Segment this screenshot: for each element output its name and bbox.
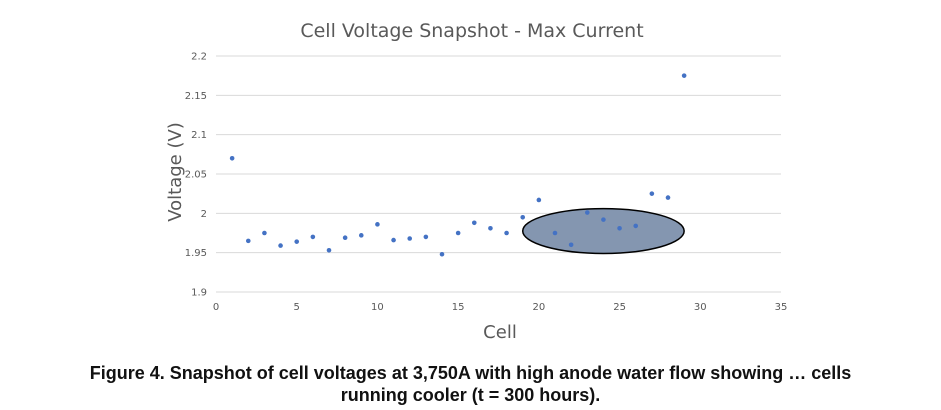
x-tick-label: 30 (694, 302, 707, 313)
x-tick-label: 0 (213, 302, 219, 313)
x-tick-label: 25 (613, 302, 626, 313)
data-point (633, 223, 639, 229)
data-point (504, 230, 509, 236)
x-tick-label: 35 (775, 302, 788, 313)
data-point (229, 155, 235, 161)
data-point (326, 248, 332, 253)
y-tick-label: 2.15 (185, 91, 207, 102)
x-tick-label: 5 (294, 302, 300, 313)
data-point (358, 233, 364, 238)
data-point (342, 235, 348, 241)
data-point (681, 73, 687, 78)
y-axis-title: Voltage (V) (165, 122, 186, 222)
data-point (617, 225, 622, 231)
data-point (455, 230, 461, 236)
scatter-chart: Cell Voltage Snapshot - Max Current 0 5 10… (165, 20, 788, 343)
data-point (310, 234, 316, 240)
data-point (568, 242, 574, 248)
grid-lines (216, 55, 781, 293)
data-point (294, 239, 300, 244)
data-point (488, 225, 493, 231)
x-tick-label: 15 (452, 302, 465, 313)
data-point (245, 238, 251, 244)
x-axis-ticks: 0 5 10 15 20 25 30 35 (213, 302, 788, 313)
data-point (520, 214, 526, 220)
data-point (584, 210, 590, 215)
figure-caption-line-2: running cooler (t = 300 hours). (340, 385, 601, 405)
x-tick-label: 10 (371, 302, 384, 313)
data-point (262, 230, 267, 236)
y-tick-label: 2 (201, 209, 207, 220)
highlight-ellipse-group (521, 207, 685, 255)
data-point (601, 217, 606, 222)
data-points (229, 73, 687, 257)
highlight-ellipse (521, 207, 685, 255)
data-point (278, 243, 283, 248)
data-point (423, 234, 429, 240)
y-axis-ticks: 1.9 1.95 2 2.05 2.1 2.15 2.2 (185, 52, 207, 299)
data-point (391, 237, 396, 243)
data-point (471, 220, 477, 226)
data-point (407, 236, 413, 241)
y-tick-label: 1.9 (191, 288, 207, 299)
data-point (552, 230, 558, 236)
data-point (536, 197, 542, 203)
x-axis-title: Cell (483, 322, 517, 343)
y-tick-label: 2.2 (191, 52, 207, 63)
data-point (665, 195, 671, 200)
x-tick-label: 20 (532, 302, 545, 313)
chart-title: Cell Voltage Snapshot - Max Current (300, 20, 643, 42)
figure-caption-line-1: Figure 4. Snapshot of cell voltages at 3… (89, 363, 852, 383)
y-tick-label: 2.05 (185, 170, 207, 181)
data-point (649, 191, 655, 196)
y-tick-label: 1.95 (185, 248, 207, 259)
data-point (375, 222, 380, 227)
y-tick-label: 2.1 (191, 130, 207, 141)
data-point (439, 251, 445, 257)
